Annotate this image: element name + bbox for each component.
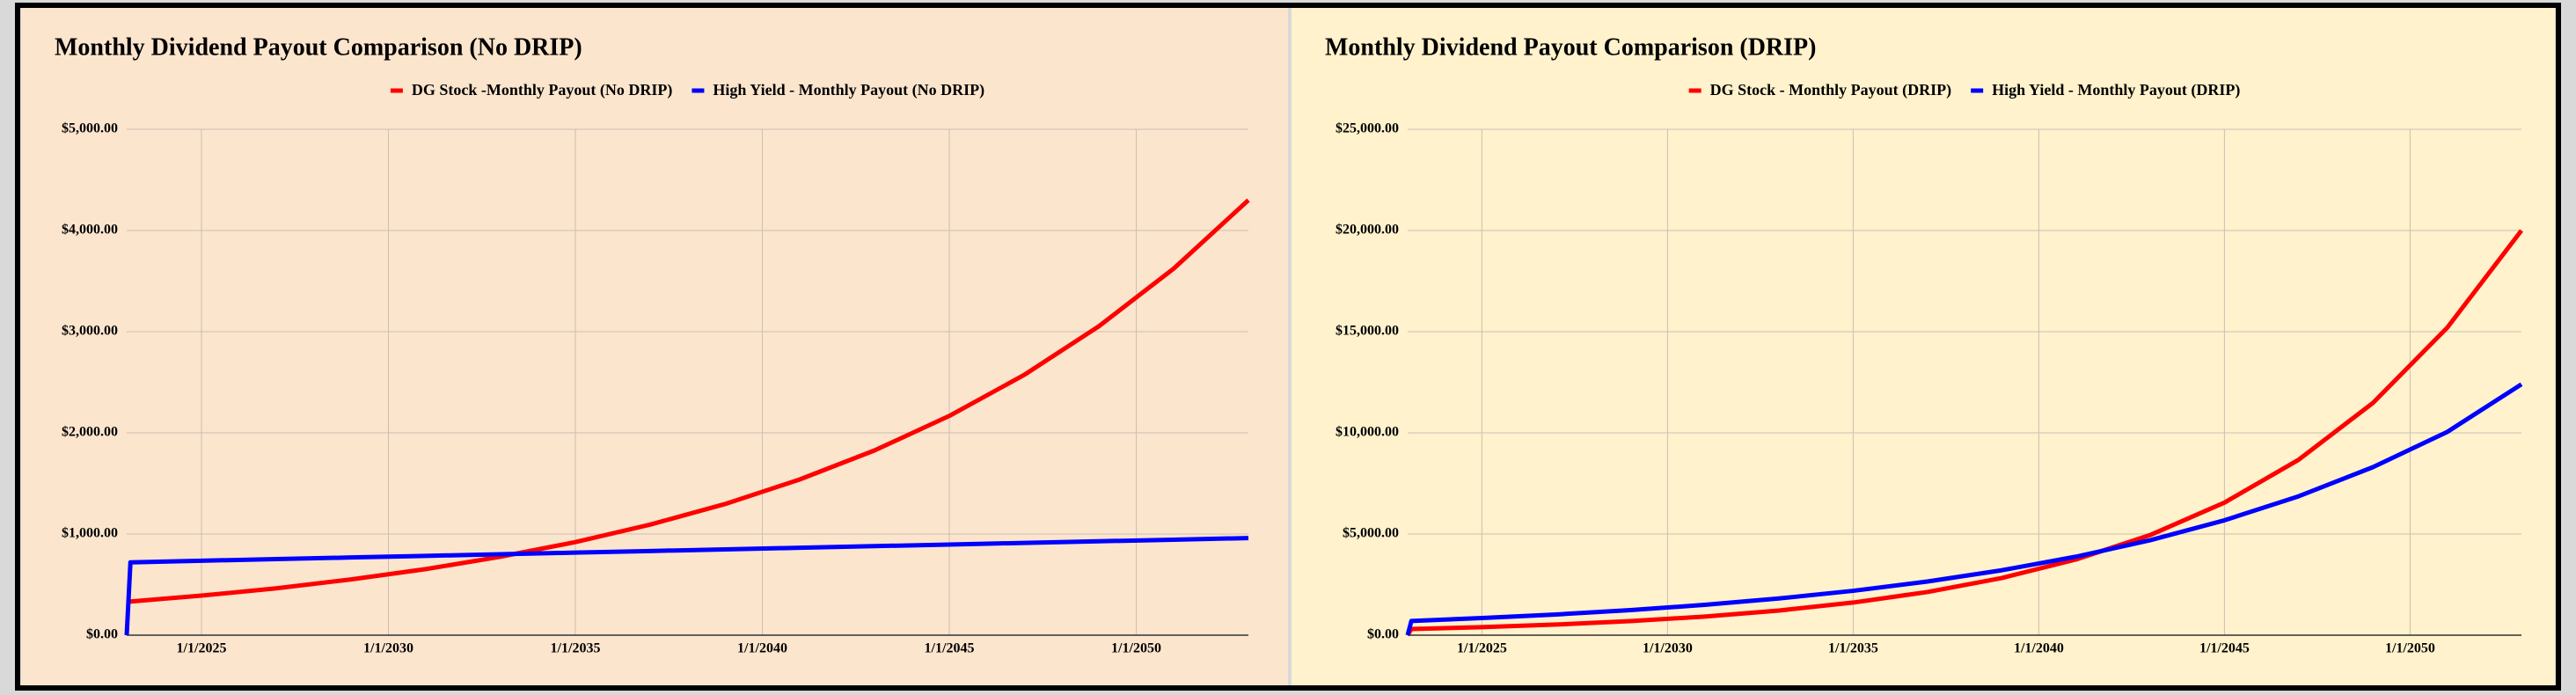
y-tick-label: $15,000.00: [1336, 324, 1399, 339]
chart-panel: Monthly Dividend Payout Comparison (No D…: [21, 8, 1288, 685]
x-tick-label: 1/1/2045: [2199, 641, 2250, 656]
x-tick-label: 1/1/2025: [177, 641, 227, 656]
x-tick-label: 1/1/2040: [2014, 641, 2064, 656]
legend-label: DG Stock - Monthly Payout (DRIP): [1710, 81, 1952, 99]
y-tick-label: $5,000.00: [1343, 526, 1399, 541]
chart-title: Monthly Dividend Payout Comparison (DRIP…: [1325, 33, 1816, 61]
y-tick-label: $0.00: [1367, 627, 1399, 642]
chart-panel: Monthly Dividend Payout Comparison (DRIP…: [1292, 8, 2555, 685]
x-tick-label: 1/1/2030: [1643, 641, 1693, 656]
legend-label: High Yield - Monthly Payout (DRIP): [1992, 81, 2240, 99]
x-tick-label: 1/1/2045: [925, 641, 975, 656]
frame-border: [15, 3, 2561, 691]
y-tick-label: $1,000.00: [62, 526, 118, 541]
series-line: [1405, 382, 2523, 636]
series-line: [1405, 229, 2523, 637]
y-tick-label: $20,000.00: [1336, 223, 1399, 238]
legend: DG Stock -Monthly Payout (No DRIP) High Y…: [390, 81, 984, 99]
x-tick-label: 1/1/2030: [363, 641, 413, 656]
legend-label: DG Stock -Monthly Payout (No DRIP): [412, 81, 673, 99]
series-line: [126, 198, 1250, 604]
y-tick-label: $0.00: [86, 627, 118, 642]
legend-label: High Yield - Monthly Payout (No DRIP): [713, 81, 984, 99]
panel-background: [21, 8, 1288, 685]
legend: DG Stock - Monthly Payout (DRIP) High Yie…: [1688, 81, 2240, 99]
y-tick-label: $25,000.00: [1336, 121, 1399, 136]
x-tick-label: 1/1/2035: [551, 641, 601, 656]
x-tick-label: 1/1/2050: [1111, 641, 1161, 656]
chart-title: Monthly Dividend Payout Comparison (No D…: [55, 33, 582, 61]
x-tick-label: 1/1/2035: [1828, 641, 1878, 656]
y-tick-label: $3,000.00: [62, 324, 118, 339]
y-tick-label: $10,000.00: [1336, 425, 1399, 440]
y-tick-label: $2,000.00: [62, 425, 118, 440]
x-tick-label: 1/1/2040: [737, 641, 787, 656]
x-tick-label: 1/1/2025: [1457, 641, 1507, 656]
y-tick-label: $4,000.00: [62, 223, 118, 238]
y-tick-label: $5,000.00: [62, 121, 118, 136]
panel-background: [1292, 8, 2555, 685]
x-tick-label: 1/1/2050: [2385, 641, 2435, 656]
series-line: [124, 536, 1249, 636]
